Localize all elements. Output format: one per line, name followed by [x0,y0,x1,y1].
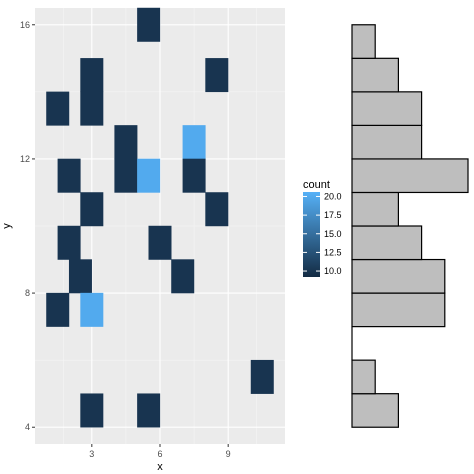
heatmap-axes: 3 6 9 4 8 12 16 [20,20,231,459]
histogram-bar [351,158,469,194]
heatmap-cell [80,192,104,227]
heatmap-cell [137,7,161,42]
x-tick-label: 9 [226,449,231,459]
histogram-bar [351,258,446,294]
heatmap-cell [80,91,104,126]
histogram-bar [351,292,446,328]
heatmap-cell [205,58,229,93]
heatmap-cell [171,259,195,294]
histogram-bar [351,225,423,261]
heatmap-cell [46,91,70,126]
x-tick-label: 6 [157,449,162,459]
legend-tick-label: 10.0 [324,266,342,276]
histogram-bar [351,24,376,59]
legend-colorbar [303,192,320,277]
heatmap-cell [46,292,70,327]
heatmap-cell [68,259,92,294]
histogram-bar [351,91,423,126]
y-tick-label: 16 [20,20,30,30]
y-tick-label: 4 [25,422,30,432]
heatmap-cells [46,7,274,428]
y-axis-title: y [1,223,13,229]
y-tick-label: 12 [20,154,30,164]
marginal-histogram [351,24,469,428]
heatmap-cell [57,158,81,193]
legend-tick-label: 15.0 [324,229,342,239]
heatmap-cell [80,292,104,327]
x-axis-title: x [157,461,163,473]
histogram-bar [351,359,376,395]
heatmap-cell [182,125,206,160]
legend-tick-label: 12.5 [324,247,342,257]
heatmap-cell [114,158,138,193]
heatmap-cell [137,393,161,428]
histogram-bar [351,393,400,428]
heatmap-cell [182,158,206,193]
legend-tick-label: 20.0 [324,191,342,201]
histogram-bar [351,124,423,160]
heatmap-cell [80,393,104,428]
histogram-bar [351,191,400,227]
legend-title: count [303,179,330,191]
heatmap-cell [205,192,229,227]
histogram-bar [351,57,400,93]
heatmap-cell [114,125,138,160]
y-tick-label: 8 [25,288,30,298]
heatmap-cell [148,225,172,260]
legend-tick-label: 17.5 [324,210,342,220]
heatmap-cell [250,359,274,394]
x-tick-label: 3 [89,449,94,459]
heatmap-cell [137,158,161,193]
heatmap-cell [80,58,104,93]
color-legend: count 20.0 17.5 15.0 12.5 10.0 [303,179,342,277]
heatmap-cell [57,225,81,260]
